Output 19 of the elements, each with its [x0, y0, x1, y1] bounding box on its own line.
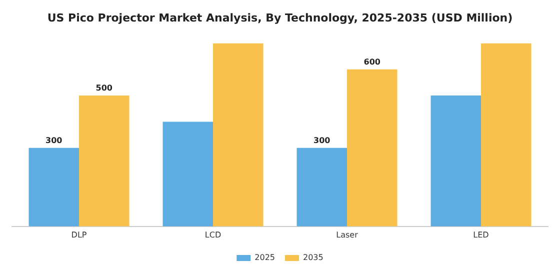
- x-tick-label: Laser: [336, 230, 359, 240]
- data-label: 600: [364, 57, 381, 66]
- data-label: 300: [46, 136, 63, 145]
- data-label: 500: [96, 84, 113, 93]
- bar: [213, 43, 264, 226]
- x-tick-label: DLP: [71, 230, 87, 240]
- bar: [162, 122, 213, 226]
- bar: [28, 148, 79, 226]
- legend-label: 2025: [254, 253, 275, 262]
- legend-label: 2035: [303, 253, 324, 262]
- bar: [296, 148, 347, 226]
- bar: [347, 69, 398, 226]
- chart-title: US Pico Projector Market Analysis, By Technology, 2025-2035 (USD Million): [47, 11, 513, 24]
- data-label: 300: [314, 136, 331, 145]
- x-tick-label: LCD: [204, 230, 222, 240]
- bar: [430, 96, 481, 226]
- bar: [79, 96, 130, 226]
- x-tick-label: LED: [473, 230, 489, 240]
- bar: [481, 43, 532, 226]
